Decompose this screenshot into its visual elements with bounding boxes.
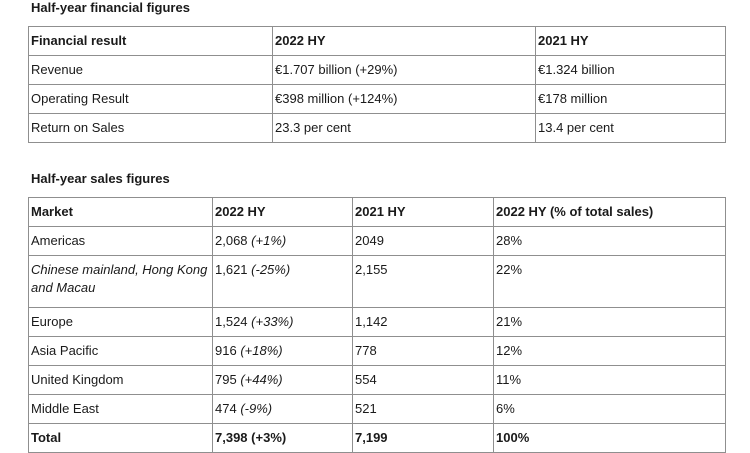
table-row: United Kingdom 795 (+44%) 554 11% — [28, 365, 726, 395]
row-label: Operating Result — [28, 84, 273, 114]
change-percent: (+3%) — [251, 430, 287, 445]
sales-value: 474 — [215, 401, 237, 416]
sales-value: 7,398 — [215, 430, 248, 445]
table-row: Asia Pacific 916 (+18%) 778 12% — [28, 336, 726, 366]
value-2021: 778 — [352, 336, 494, 366]
table-row: Revenue €1.707 billion (+29%) €1.324 bil… — [28, 55, 726, 85]
value-2022: 1,524 (+33%) — [212, 307, 353, 337]
change-percent: (+18%) — [240, 343, 283, 358]
value-2022: 2,068 (+1%) — [212, 226, 353, 256]
value-2021: 7,199 — [352, 423, 494, 453]
column-header: 2022 HY (% of total sales) — [493, 197, 726, 227]
value-2021: €178 million — [535, 84, 726, 114]
share-percent: 6% — [493, 394, 726, 424]
value-2022: 23.3 per cent — [272, 113, 536, 143]
share-percent: 21% — [493, 307, 726, 337]
value-2021: 521 — [352, 394, 494, 424]
financial-figures-title: Half-year financial figures — [31, 0, 190, 15]
column-header: Market — [28, 197, 213, 227]
market-name: Americas — [28, 226, 213, 256]
value-2022: 7,398 (+3%) — [212, 423, 353, 453]
market-name: United Kingdom — [28, 365, 213, 395]
value-2021: 2049 — [352, 226, 494, 256]
sales-value: 2,068 — [215, 233, 248, 248]
column-header: 2021 HY — [352, 197, 494, 227]
table-row: Chinese mainland, Hong Kong and Macau 1,… — [28, 255, 726, 308]
table-header-row: Financial result 2022 HY 2021 HY — [28, 26, 726, 56]
financial-figures-table: Financial result 2022 HY 2021 HY Revenue… — [28, 26, 726, 143]
value-2022: 916 (+18%) — [212, 336, 353, 366]
row-label: Revenue — [28, 55, 273, 85]
share-percent: 22% — [493, 255, 726, 308]
column-header: 2021 HY — [535, 26, 726, 56]
value-2022: €398 million (+124%) — [272, 84, 536, 114]
value-2022: 795 (+44%) — [212, 365, 353, 395]
sales-value: 795 — [215, 372, 237, 387]
table-row: Operating Result €398 million (+124%) €1… — [28, 84, 726, 114]
table-total-row: Total 7,398 (+3%) 7,199 100% — [28, 423, 726, 453]
value-2021: €1.324 billion — [535, 55, 726, 85]
value-2021: 13.4 per cent — [535, 113, 726, 143]
sales-value: 1,524 — [215, 314, 248, 329]
value-2021: 2,155 — [352, 255, 494, 308]
table-row: Return on Sales 23.3 per cent 13.4 per c… — [28, 113, 726, 143]
column-header: Financial result — [28, 26, 273, 56]
table-row: Europe 1,524 (+33%) 1,142 21% — [28, 307, 726, 337]
share-percent: 11% — [493, 365, 726, 395]
market-name: Middle East — [28, 394, 213, 424]
table-row: Middle East 474 (-9%) 521 6% — [28, 394, 726, 424]
table-header-row: Market 2022 HY 2021 HY 2022 HY (% of tot… — [28, 197, 726, 227]
table-row: Americas 2,068 (+1%) 2049 28% — [28, 226, 726, 256]
market-name: Total — [28, 423, 213, 453]
sales-figures-title: Half-year sales figures — [31, 171, 170, 186]
share-percent: 12% — [493, 336, 726, 366]
market-name: Europe — [28, 307, 213, 337]
change-percent: (+1%) — [251, 233, 287, 248]
change-percent: (+44%) — [240, 372, 283, 387]
value-2021: 1,142 — [352, 307, 494, 337]
column-header: 2022 HY — [272, 26, 536, 56]
share-percent: 100% — [493, 423, 726, 453]
value-2022: 474 (-9%) — [212, 394, 353, 424]
sales-figures-table: Market 2022 HY 2021 HY 2022 HY (% of tot… — [28, 197, 726, 453]
share-percent: 28% — [493, 226, 726, 256]
market-name: Chinese mainland, Hong Kong and Macau — [28, 255, 213, 308]
change-percent: (+33%) — [251, 314, 294, 329]
change-percent: (-9%) — [240, 401, 273, 416]
sales-value: 916 — [215, 343, 237, 358]
market-name: Asia Pacific — [28, 336, 213, 366]
row-label: Return on Sales — [28, 113, 273, 143]
sales-value: 1,621 — [215, 262, 248, 277]
column-header: 2022 HY — [212, 197, 353, 227]
value-2022: 1,621 (-25%) — [212, 255, 353, 308]
change-percent: (-25%) — [251, 262, 291, 277]
value-2022: €1.707 billion (+29%) — [272, 55, 536, 85]
value-2021: 554 — [352, 365, 494, 395]
